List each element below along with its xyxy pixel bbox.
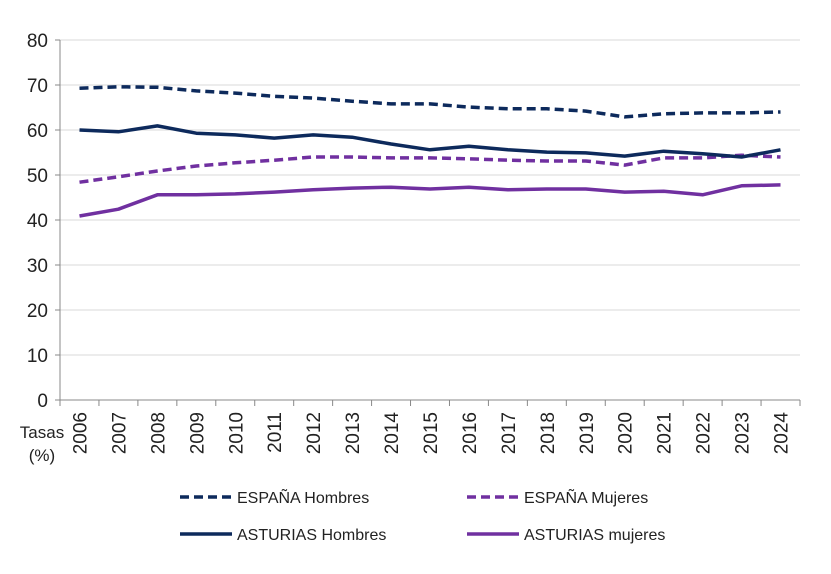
x-tick-label: 2022 <box>694 412 715 454</box>
y-tick-label: 30 <box>27 256 48 277</box>
x-tick-label: 2017 <box>499 412 520 454</box>
x-tick-label: 2015 <box>421 412 442 454</box>
y-tick-label: 80 <box>27 31 48 52</box>
legend-label: ASTURIAS Hombres <box>237 527 386 544</box>
x-tick-label: 2014 <box>382 412 403 455</box>
x-tick-label: 2016 <box>460 412 481 454</box>
series-line-espa-a-mujeres <box>80 155 781 182</box>
legend-label: ESPAÑA Mujeres <box>524 487 648 507</box>
series-line-asturias-hombres <box>80 126 781 157</box>
x-tick-label: 2013 <box>343 412 364 454</box>
x-tick-label: 2008 <box>148 412 169 454</box>
x-tick-label: 2023 <box>733 412 754 454</box>
y-tick-label: 10 <box>27 346 48 367</box>
y-tick-label: 20 <box>27 301 48 322</box>
legend-label: ASTURIAS mujeres <box>524 527 665 544</box>
legend-item: ASTURIAS mujeres <box>467 527 665 544</box>
legend-label: ESPAÑA Hombres <box>237 487 369 507</box>
y-tick-label: 60 <box>27 121 48 142</box>
x-tick-label: 2012 <box>304 412 325 454</box>
x-tick-label: 2010 <box>226 412 247 454</box>
y-tick-label: 0 <box>37 391 48 412</box>
x-tick-label: 2009 <box>187 412 208 454</box>
y-axis-label-line1: Tasas <box>20 423 64 442</box>
x-tick-label: 2006 <box>70 412 91 454</box>
x-tick-label: 2021 <box>655 412 676 454</box>
legend-item: ESPAÑA Mujeres <box>467 487 648 507</box>
x-tick-label: 2018 <box>538 412 559 454</box>
y-axis-label-line2: (%) <box>29 446 55 465</box>
x-tick-label: 2011 <box>265 412 286 453</box>
x-tick-label: 2007 <box>109 412 130 454</box>
y-tick-label: 50 <box>27 166 48 187</box>
x-tick-label: 2019 <box>577 412 598 454</box>
series-line-asturias-mujeres <box>80 185 781 216</box>
legend-item: ESPAÑA Hombres <box>180 487 369 507</box>
x-tick-label: 2024 <box>772 412 793 455</box>
series-line-espa-a-hombres <box>80 87 781 117</box>
x-tick-label: 2020 <box>616 412 637 454</box>
y-tick-label: 70 <box>27 76 48 97</box>
legend-item: ASTURIAS Hombres <box>180 527 386 544</box>
y-tick-label: 40 <box>27 211 48 232</box>
